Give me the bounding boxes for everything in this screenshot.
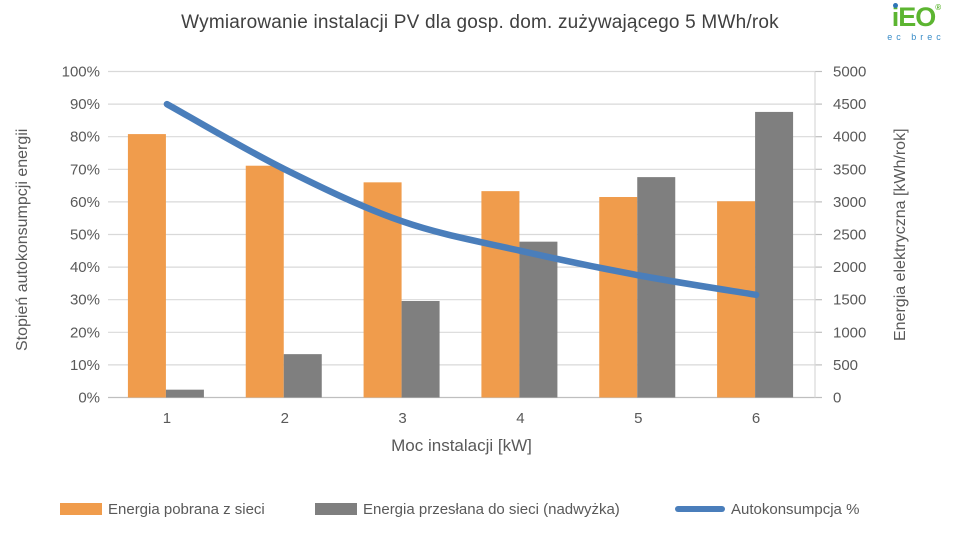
- bar-series1-cat5: [637, 177, 676, 398]
- legend-label: Autokonsumpcja %: [731, 500, 860, 518]
- bar-series1-cat6: [755, 111, 794, 398]
- left-axis-tick-label: 0%: [78, 390, 100, 407]
- chart-title: Wymiarowanie instalacji PV dla gosp. dom…: [181, 12, 779, 33]
- left-axis-tick-label: 100%: [62, 64, 100, 81]
- bar-series1-cat2: [283, 354, 322, 398]
- right-axis-tick-label: 5000: [833, 64, 866, 81]
- legend-label: Energia pobrana z sieci: [108, 500, 265, 518]
- chart-plot-area: 0% 0 10% 500 20% 1000 30% 1500 40% 2000 50% 2500 60%…: [62, 64, 867, 428]
- ieo-logo-subtext: ec brec: [887, 32, 945, 42]
- x-axis-title: Moc instalacji [kW]: [391, 436, 532, 455]
- left-axis-tick-label: 90%: [70, 96, 100, 113]
- left-axis-tick-label: 80%: [70, 129, 100, 146]
- x-axis-category-label: 4: [516, 410, 524, 427]
- left-axis-tick-label: 20%: [70, 324, 100, 341]
- x-axis-category-label: 6: [752, 410, 760, 427]
- ieo-logo: iEO® ec brec: [872, 2, 960, 42]
- right-axis-tick-label: 3500: [833, 161, 866, 178]
- bar-series0-cat1: [127, 134, 166, 398]
- legend-item-autokonsumpcja: Autokonsumpcja %: [675, 497, 859, 521]
- legend-swatch-orange-bar: [60, 503, 102, 515]
- bar-series0-cat5: [599, 197, 638, 398]
- bar-series1-cat3: [401, 301, 440, 398]
- left-axis-tick-label: 50%: [70, 227, 100, 244]
- right-axis-tick-label: 2000: [833, 259, 866, 276]
- legend-swatch-gray-bar: [315, 503, 357, 515]
- ieo-logo-text: iEO®: [891, 2, 941, 32]
- x-axis-category-label: 5: [634, 410, 642, 427]
- right-axis-tick-label: 0: [833, 390, 841, 407]
- right-axis-tick-label: 1000: [833, 324, 866, 341]
- bar-series1-cat4: [519, 241, 558, 398]
- left-axis-tick-label: 70%: [70, 161, 100, 178]
- left-axis-tick-label: 10%: [70, 357, 100, 374]
- left-axis-tick-label: 40%: [70, 259, 100, 276]
- right-axis-tick-label: 4500: [833, 96, 866, 113]
- logo-i-dot-icon: [892, 3, 898, 8]
- legend-item-energia-pobrana: Energia pobrana z sieci: [60, 497, 265, 521]
- right-axis-tick-label: 3000: [833, 194, 866, 211]
- legend-swatch-blue-line: [675, 506, 725, 512]
- right-axis-tick-label: 1500: [833, 292, 866, 309]
- bar-series0-cat4: [481, 191, 520, 398]
- bar-series0-cat2: [245, 165, 284, 398]
- x-axis-category-label: 2: [281, 410, 289, 427]
- right-axis-tick-label: 2500: [833, 227, 866, 244]
- left-axis-tick-label: 60%: [70, 194, 100, 211]
- left-axis-tick-label: 30%: [70, 292, 100, 309]
- right-axis-tick-label: 500: [833, 357, 858, 374]
- legend-label: Energia przesłana do sieci (nadwyżka): [363, 500, 620, 518]
- chart-legend: Energia pobrana z sieci Energia przesłan…: [0, 497, 970, 525]
- legend-item-energia-przeslana: Energia przesłana do sieci (nadwyżka): [315, 497, 620, 521]
- x-axis-category-label: 1: [163, 410, 171, 427]
- x-axis-category-label: 3: [398, 410, 406, 427]
- bar-series1-cat1: [165, 389, 204, 398]
- registered-mark: ®: [935, 3, 941, 12]
- autokonsumpcja-line: [163, 100, 760, 299]
- right-axis-tick-label: 4000: [833, 129, 866, 146]
- bar-series0-cat6: [717, 201, 756, 398]
